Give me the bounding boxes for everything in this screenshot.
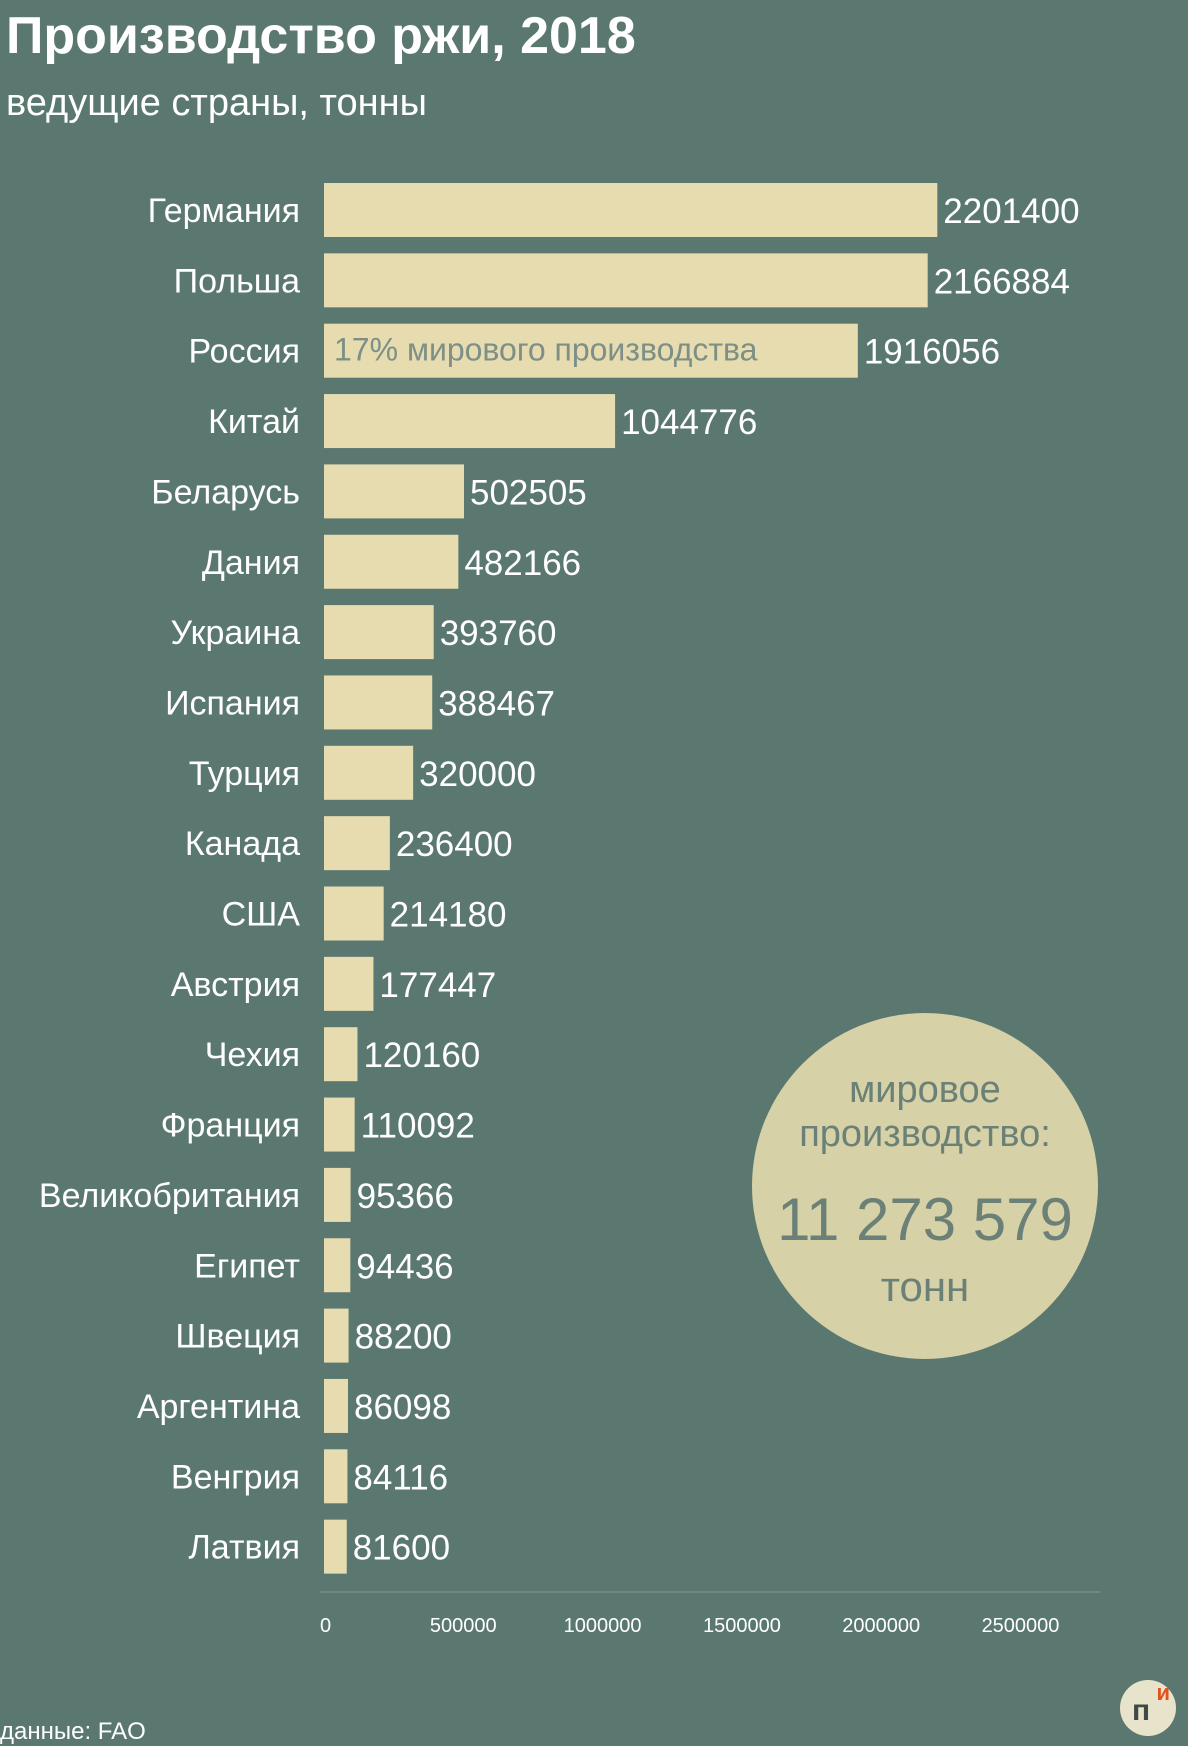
value-label-17: 86098 xyxy=(354,1388,451,1427)
value-label-7: 388467 xyxy=(438,684,555,723)
category-label-16: Швеция xyxy=(175,1318,300,1356)
value-label-16: 88200 xyxy=(355,1318,452,1357)
value-label-2: 1916056 xyxy=(864,333,1000,372)
category-label-7: Испания xyxy=(165,684,300,722)
category-label-5: Дания xyxy=(202,544,300,582)
value-label-1: 2166884 xyxy=(934,262,1070,301)
bar-10 xyxy=(324,886,384,941)
value-label-18: 84116 xyxy=(353,1458,448,1497)
logo-letter-accent: и xyxy=(1156,1680,1170,1705)
publisher-logo: п и xyxy=(1120,1680,1176,1736)
chart-title: Производство ржи, 2018 xyxy=(6,7,636,65)
value-label-5: 482166 xyxy=(464,544,581,583)
bar-14 xyxy=(324,1167,351,1222)
bar-2 xyxy=(324,323,858,378)
value-label-6: 393760 xyxy=(440,614,557,653)
category-label-12: Чехия xyxy=(205,1036,300,1074)
category-label-10: США xyxy=(222,896,301,934)
category-label-0: Германия xyxy=(148,192,300,230)
bar-18 xyxy=(324,1449,348,1504)
bar-15 xyxy=(324,1238,351,1293)
x-tick-label-1: 500000 xyxy=(430,1615,497,1637)
value-label-3: 1044776 xyxy=(621,403,757,442)
category-label-4: Беларусь xyxy=(151,473,300,511)
value-label-0: 2201400 xyxy=(943,192,1079,231)
value-label-15: 94436 xyxy=(356,1247,453,1286)
value-label-8: 320000 xyxy=(419,755,536,794)
value-label-12: 120160 xyxy=(363,1036,480,1075)
bar-3 xyxy=(324,394,616,449)
bar-16 xyxy=(324,1308,349,1363)
bar-8 xyxy=(324,745,414,800)
x-tick-label-4: 2000000 xyxy=(842,1615,920,1637)
bar-4 xyxy=(324,464,464,519)
category-label-13: Франция xyxy=(161,1107,300,1145)
category-label-19: Латвия xyxy=(188,1529,300,1567)
x-tick-label-0: 0 xyxy=(320,1615,331,1637)
world-production-circle: мировое производство: 11 273 579 тонн xyxy=(752,1013,1098,1359)
category-label-8: Турция xyxy=(189,755,300,793)
bar-6 xyxy=(324,605,434,660)
value-label-19: 81600 xyxy=(353,1529,450,1568)
bar-11 xyxy=(324,956,374,1011)
category-label-11: Австрия xyxy=(171,966,300,1004)
category-label-2: Россия xyxy=(189,333,301,371)
world-production-unit: тонн xyxy=(880,1263,970,1310)
category-label-1: Польша xyxy=(174,262,300,300)
bar-19 xyxy=(324,1519,347,1574)
bar-9 xyxy=(324,816,390,871)
bar-1 xyxy=(324,253,928,308)
bar-5 xyxy=(324,534,459,589)
x-tick-label-2: 1000000 xyxy=(564,1615,642,1637)
world-production-value: 11 273 579 xyxy=(777,1186,1073,1253)
category-label-9: Канада xyxy=(185,825,300,863)
bar-chart: Германия 2201400 Польша 2166884 Россия 191605… xyxy=(39,183,1100,1637)
bar-17 xyxy=(324,1378,348,1433)
category-label-17: Аргентина xyxy=(137,1388,300,1426)
value-label-4: 502505 xyxy=(470,473,587,512)
category-label-18: Венгрия xyxy=(171,1458,300,1496)
category-label-14: Великобритания xyxy=(39,1177,300,1215)
world-production-label: мировое производство: xyxy=(799,1069,1051,1155)
x-tick-label-3: 1500000 xyxy=(703,1615,781,1637)
value-label-10: 214180 xyxy=(390,896,507,935)
value-label-14: 95366 xyxy=(357,1177,454,1216)
category-label-3: Китай xyxy=(208,403,300,441)
category-label-15: Египет xyxy=(194,1247,300,1285)
bar-0 xyxy=(324,183,938,237)
bar-annotation: 17% мирового производства xyxy=(334,332,758,368)
chart-subtitle: ведущие страны, тонны xyxy=(6,82,427,124)
logo-letter-main: п xyxy=(1132,1694,1151,1727)
category-label-6: Украина xyxy=(171,614,301,652)
bar-7 xyxy=(324,675,433,730)
bar-12 xyxy=(324,1027,358,1082)
bar-13 xyxy=(324,1097,355,1152)
value-label-9: 236400 xyxy=(396,825,513,864)
value-label-11: 177447 xyxy=(379,966,496,1005)
value-label-13: 110092 xyxy=(361,1107,475,1146)
source-note: данные: FAO xyxy=(0,1718,146,1745)
x-tick-label-5: 2500000 xyxy=(982,1615,1060,1637)
